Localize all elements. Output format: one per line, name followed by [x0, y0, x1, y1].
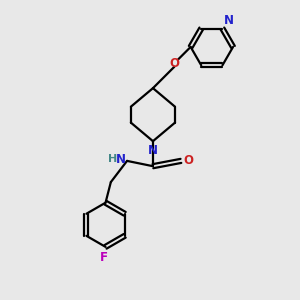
Text: N: N	[148, 143, 158, 157]
Text: N: N	[224, 14, 234, 27]
Text: F: F	[100, 251, 108, 264]
Text: N: N	[116, 153, 126, 166]
Text: O: O	[184, 154, 194, 167]
Text: O: O	[169, 57, 179, 70]
Text: H: H	[108, 154, 118, 164]
